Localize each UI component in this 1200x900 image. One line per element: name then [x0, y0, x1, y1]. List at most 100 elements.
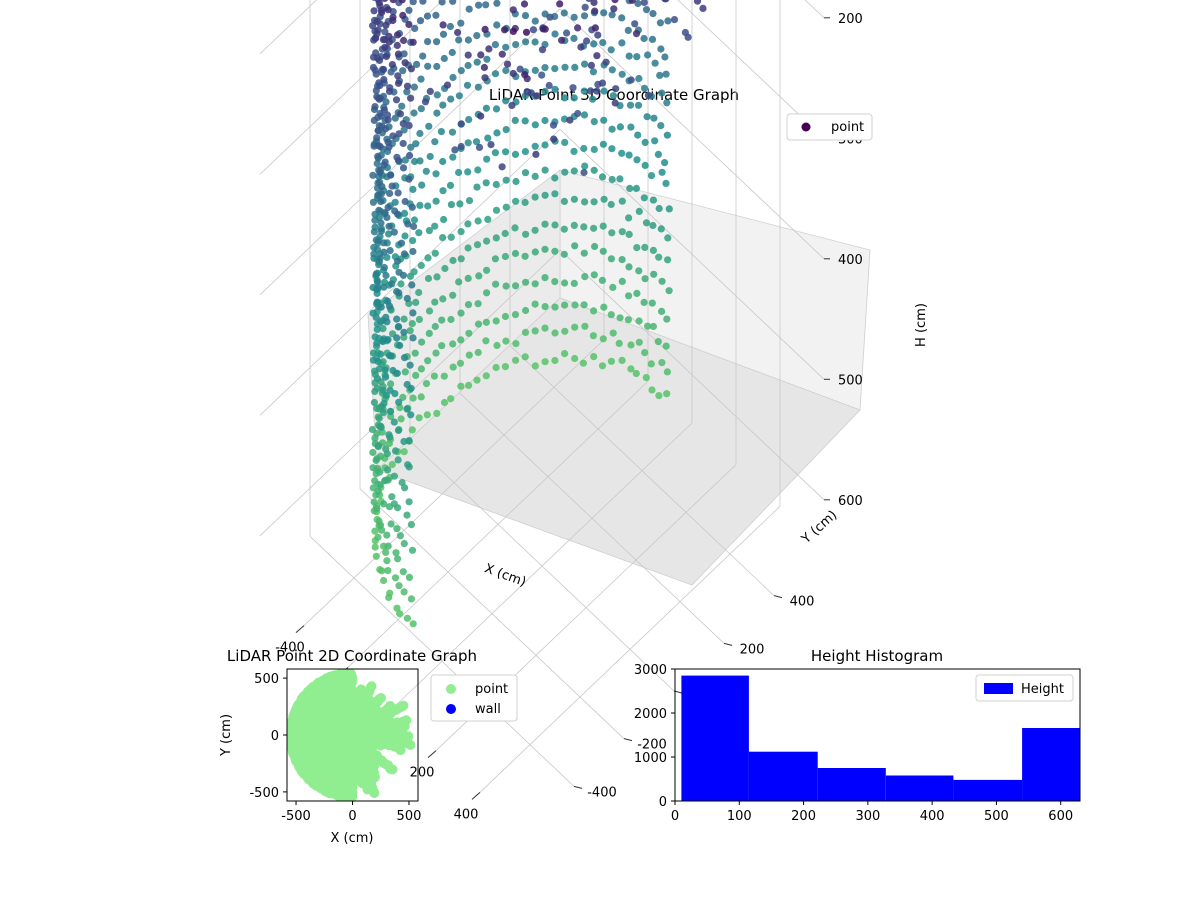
- point-3d: [569, 84, 577, 92]
- point-3d: [375, 56, 384, 64]
- point-3d: [415, 315, 423, 324]
- point-3d: [616, 123, 625, 131]
- z-tick-label-3d: 400: [838, 253, 863, 268]
- point-2d: [332, 718, 343, 729]
- point-3d: [642, 219, 651, 227]
- point-3d: [370, 250, 378, 258]
- point-3d: [600, 303, 608, 311]
- point-3d: [640, 0, 648, 6]
- point-3d: [481, 74, 489, 82]
- point-3d: [511, 311, 520, 319]
- point-3d: [393, 604, 401, 612]
- point-3d: [380, 248, 388, 256]
- point-3d: [396, 610, 404, 618]
- x-tick-label-2d: -500: [281, 809, 311, 824]
- point-3d: [413, 60, 421, 68]
- point-3d: [560, 225, 568, 233]
- point-3d: [383, 213, 391, 221]
- point-3d: [394, 72, 402, 80]
- point-3d: [455, 168, 463, 177]
- point-3d: [423, 411, 431, 419]
- point-3d: [571, 323, 579, 331]
- point-3d: [521, 117, 529, 125]
- point-3d: [644, 322, 652, 330]
- point-3d: [370, 498, 378, 506]
- point-3d: [443, 81, 452, 89]
- point-3d: [376, 94, 384, 102]
- point-3d: [624, 316, 633, 324]
- point-3d: [411, 349, 419, 357]
- point-3d: [502, 282, 510, 290]
- point-3d: [447, 315, 455, 324]
- point-3d: [440, 54, 448, 63]
- point-3d: [590, 0, 598, 6]
- point-2d: [365, 741, 376, 752]
- point-3d: [474, 83, 482, 91]
- point-3d: [693, 0, 702, 5]
- point-3d: [590, 353, 598, 361]
- point-3d: [541, 87, 549, 95]
- point-3d: [380, 399, 388, 407]
- point-3d: [371, 0, 377, 1]
- point-3d: [657, 225, 665, 233]
- point-3d: [551, 30, 559, 38]
- point-3d: [409, 237, 417, 245]
- point-3d: [373, 339, 381, 347]
- point-3d: [511, 224, 519, 232]
- point-3d: [492, 206, 501, 214]
- point-2d: [352, 703, 363, 714]
- point-3d: [482, 318, 490, 326]
- point-3d: [417, 365, 425, 373]
- point-3d: [400, 354, 409, 362]
- point-3d: [406, 151, 414, 160]
- point-3d: [432, 197, 440, 205]
- point-3d: [449, 73, 457, 82]
- point-3d: [457, 19, 465, 27]
- point-3d: [527, 89, 535, 97]
- point-3d: [551, 65, 559, 73]
- point-3d: [551, 278, 559, 286]
- point-3d: [643, 113, 651, 121]
- point-2d: [317, 747, 328, 758]
- point-2d: [344, 792, 355, 801]
- point-3d: [541, 245, 549, 253]
- point-2d: [344, 736, 355, 747]
- point-3d: [473, 58, 481, 66]
- x-tick-label-3d: 200: [410, 766, 435, 781]
- point-3d: [409, 185, 417, 193]
- point-2d: [347, 772, 357, 782]
- histogram-bar: [885, 775, 954, 801]
- point-3d: [387, 352, 395, 360]
- point-3d: [403, 614, 411, 622]
- point-3d: [649, 246, 658, 254]
- point-3d: [590, 198, 598, 206]
- point-3d: [374, 152, 382, 160]
- point-3d: [399, 67, 407, 75]
- point-3d: [502, 97, 510, 105]
- point-3d: [501, 229, 509, 238]
- point-3d: [380, 76, 388, 84]
- point-3d: [394, 210, 402, 218]
- point-3d: [647, 360, 655, 368]
- point-2d: [324, 712, 335, 723]
- point-3d: [550, 135, 558, 143]
- point-3d: [570, 13, 578, 21]
- point-3d: [591, 7, 599, 15]
- point-3d: [502, 203, 510, 211]
- point-3d: [405, 122, 413, 130]
- point-3d: [426, 152, 434, 161]
- point-3d: [541, 220, 549, 228]
- point-3d: [403, 88, 411, 96]
- histogram-bar: [681, 675, 749, 801]
- point-3d: [410, 83, 418, 91]
- point-3d: [508, 101, 516, 110]
- y-tick-label-3d: 400: [790, 595, 815, 610]
- point-3d: [440, 398, 449, 407]
- point-3d: [521, 148, 530, 156]
- point-3d: [384, 116, 392, 124]
- point-3d: [475, 143, 484, 151]
- point-3d: [608, 11, 616, 19]
- point-3d: [633, 244, 641, 252]
- point-2d: [345, 724, 356, 735]
- point-2d: [326, 691, 336, 702]
